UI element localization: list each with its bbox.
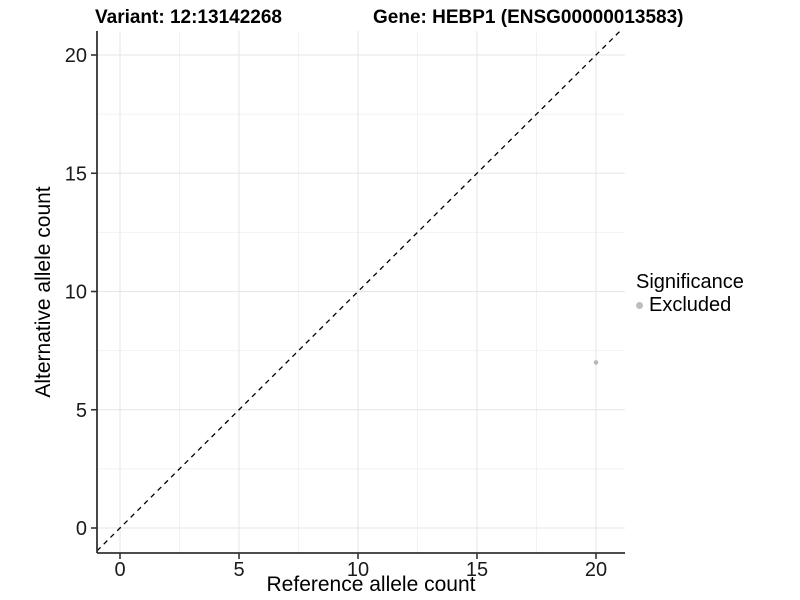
legend-title: Significance xyxy=(636,271,744,293)
y-axis-title: Alternative allele count xyxy=(32,186,55,398)
plot-title-gene: Gene: HEBP1 (ENSG00000013583) xyxy=(373,7,684,28)
y-tick-label: 15 xyxy=(65,163,87,185)
y-tick-label: 10 xyxy=(65,282,87,304)
x-axis-title: Reference allele count xyxy=(266,573,476,596)
y-tick-label: 0 xyxy=(76,518,87,540)
plot-title-variant: Variant: 12:13142268 xyxy=(95,7,282,28)
y-tick-label: 5 xyxy=(76,400,87,422)
legend-item-label: Excluded xyxy=(649,294,732,316)
x-tick-label: 0 xyxy=(114,559,125,581)
identity-line xyxy=(96,30,621,552)
x-tick-label: 15 xyxy=(466,559,488,581)
legend-item-excluded: Excluded xyxy=(636,294,744,316)
y-tick-label: 20 xyxy=(65,45,87,67)
legend: Significance Excluded xyxy=(636,271,744,316)
x-tick-label: 20 xyxy=(585,559,607,581)
x-tick-label: 5 xyxy=(233,559,244,581)
x-tick-label: 10 xyxy=(347,559,369,581)
legend-point-icon xyxy=(636,301,643,309)
data-point xyxy=(593,360,599,365)
